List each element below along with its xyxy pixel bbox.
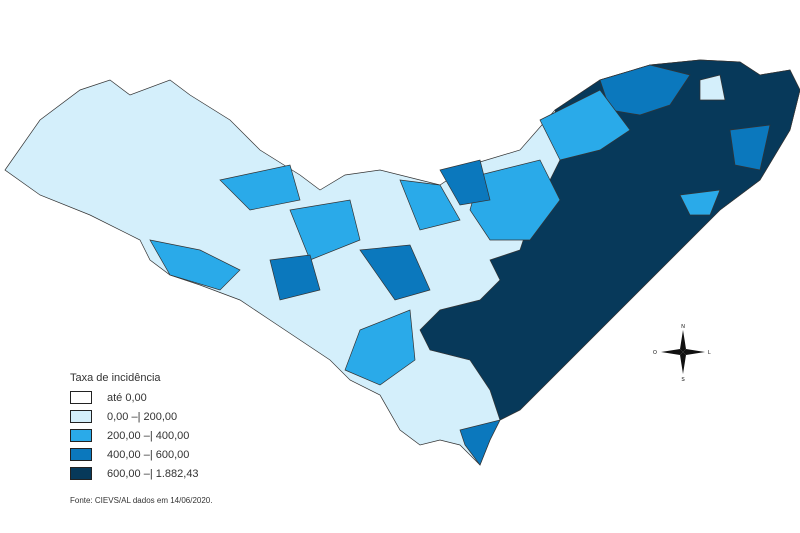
region-200-400-s: [344, 309, 416, 386]
legend-swatch: [70, 391, 92, 404]
legend-item: até 0,00: [70, 388, 199, 407]
compass-e: L: [708, 350, 711, 356]
legend: Taxa de incidência até 0,00 0,00 –| 200,…: [70, 372, 199, 483]
legend-swatch: [70, 467, 92, 480]
legend-item: 600,00 –| 1.882,43: [70, 464, 199, 483]
legend-item: 400,00 –| 600,00: [70, 445, 199, 464]
legend-label: 600,00 –| 1.882,43: [107, 467, 199, 480]
compass-n: N: [681, 324, 685, 330]
legend-label: até 0,00: [107, 391, 147, 404]
region-400-600-m2: [359, 244, 431, 301]
legend-item: 0,00 –| 200,00: [70, 407, 199, 426]
region-400-600-se: [729, 124, 771, 171]
legend-swatch: [70, 448, 92, 461]
region-400-600-m: [269, 254, 321, 301]
region-400-600-s: [459, 419, 501, 466]
legend-label: 200,00 –| 400,00: [107, 429, 190, 442]
region-200-400-c: [469, 159, 561, 241]
region-200-400-m: [289, 199, 361, 261]
compass-s: S: [681, 377, 685, 383]
region-200-400-ne: [539, 89, 631, 161]
legend-label: 400,00 –| 600,00: [107, 448, 190, 461]
source-note: Fonte: CIEVS/AL dados em 14/06/2020.: [70, 496, 213, 505]
legend-label: 0,00 –| 200,00: [107, 410, 178, 423]
legend-item: 200,00 –| 400,00: [70, 426, 199, 445]
region-200-400-e: [679, 189, 721, 216]
region-200-400-w: [149, 239, 241, 291]
legend-swatch: [70, 410, 92, 423]
legend-swatch: [70, 429, 92, 442]
region-dark-east: [419, 59, 800, 421]
region-400-600-c: [439, 159, 491, 206]
region-light-ne: [699, 74, 726, 101]
region-200-400-c2: [399, 179, 461, 231]
compass-w: O: [653, 350, 657, 356]
legend-title: Taxa de incidência: [70, 372, 161, 384]
region-200-400-w2: [219, 164, 301, 211]
compass-rose-icon: N S L O: [653, 324, 711, 383]
